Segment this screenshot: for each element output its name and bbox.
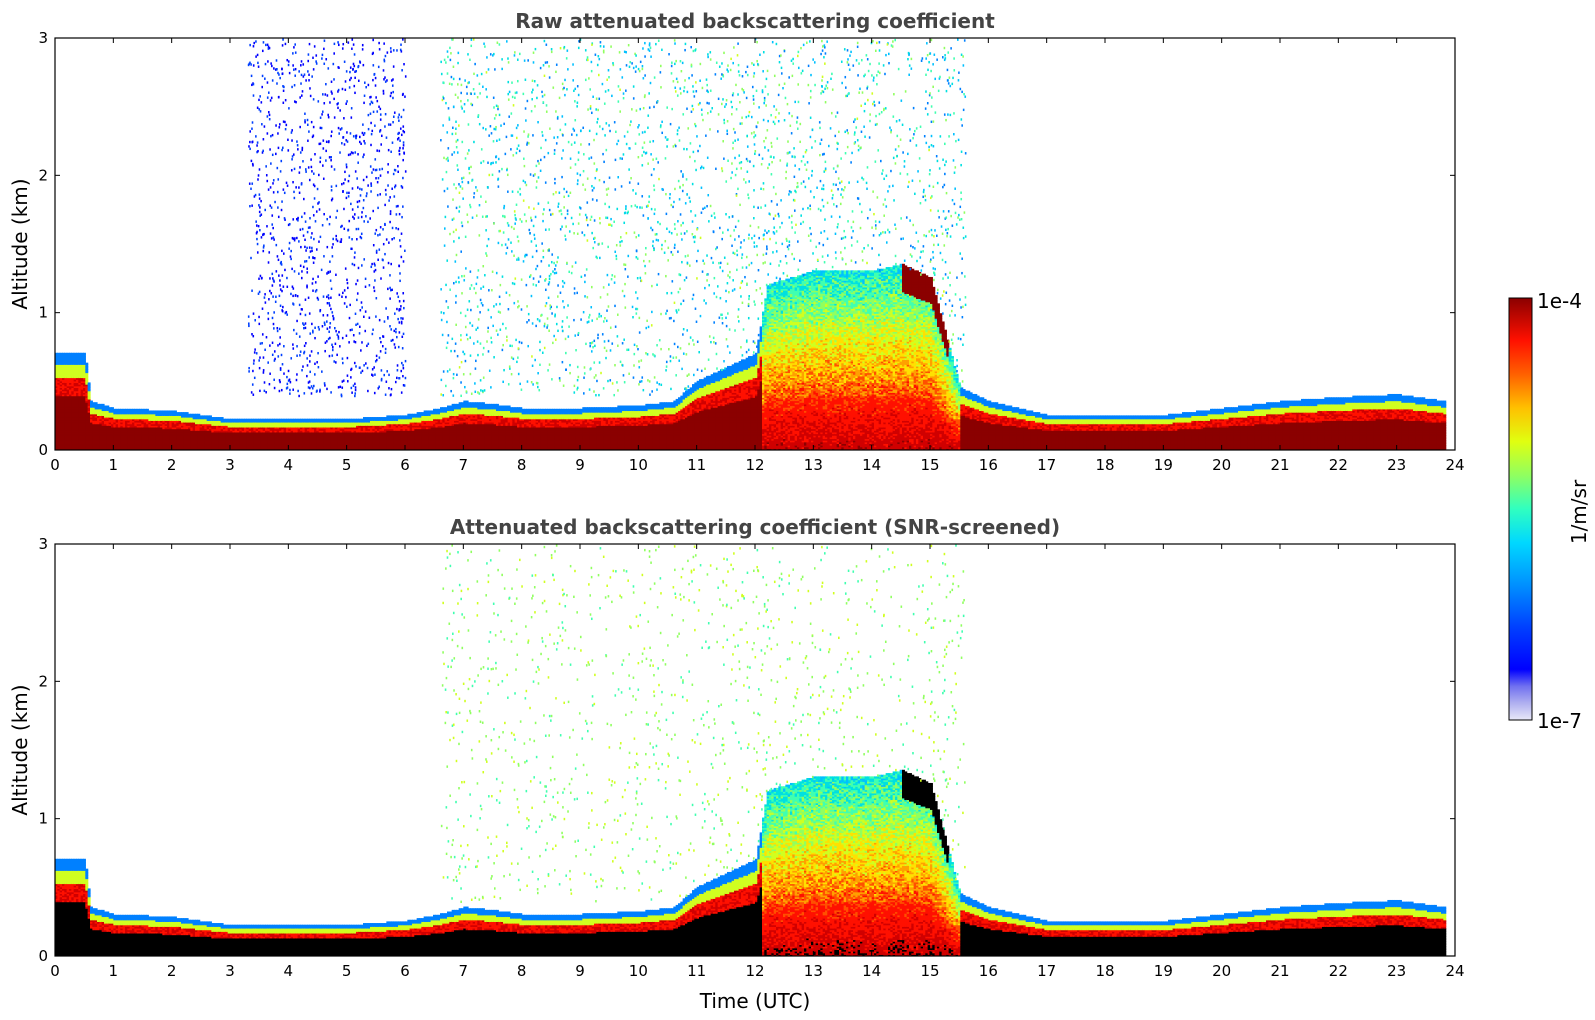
heatmap-cell	[88, 382, 91, 384]
raw-backscatter-panel: Raw attenuated backscattering coefficien…	[8, 9, 1465, 474]
raw-backscatter-heatmap	[55, 38, 1446, 451]
heatmap-cell	[85, 363, 88, 365]
top-panel-title: Raw attenuated backscattering coefficien…	[515, 9, 995, 33]
heatmap-cell	[83, 353, 86, 355]
figure: Raw attenuated backscattering coefficien…	[0, 0, 1595, 1020]
